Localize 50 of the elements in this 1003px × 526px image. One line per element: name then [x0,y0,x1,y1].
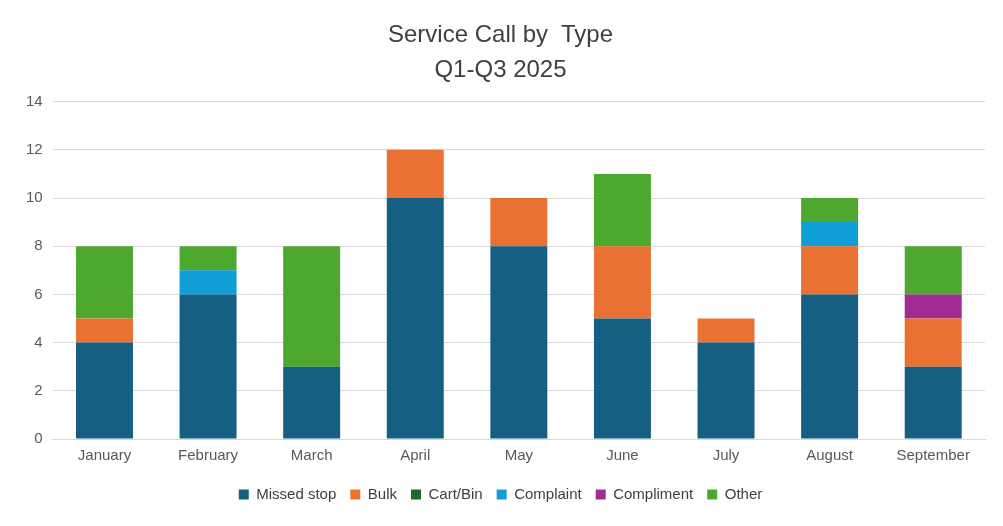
chart-subtitle: Q1-Q3 2025 [434,54,567,82]
bar [490,246,548,439]
x-tick-label: April [400,446,431,464]
bar [904,318,962,367]
y-tick-label: 4 [34,332,43,350]
bar [593,173,651,247]
legend-label: Other [724,484,763,502]
bar [697,342,755,439]
y-tick-label: 12 [26,139,43,157]
legend-label: Complaint [514,484,583,502]
x-tick-label: March [290,446,333,464]
legend-label: Missed stop [256,484,337,502]
x-tick-label: February [178,446,239,464]
bar [801,222,859,247]
legend-label: Compliment [613,484,695,502]
bar [283,366,341,439]
bar [801,246,859,295]
chart-title: Service Call by Type [388,20,613,48]
bar [593,318,651,439]
bar [593,246,651,319]
bar [801,198,859,223]
bar [904,246,962,295]
y-tick-label: 8 [34,236,43,254]
bar [179,294,237,439]
bar [490,198,548,247]
x-tick-label: July [712,446,740,464]
x-tick-label: January [77,446,132,464]
bar [75,342,133,439]
y-tick-label: 14 [26,91,43,109]
x-tick-label: June [606,446,639,464]
bar [179,246,237,271]
y-tick-label: 2 [34,380,43,398]
bar [283,246,341,367]
y-tick-label: 0 [34,429,43,447]
x-tick-label: August [806,446,854,464]
legend-label: Bulk [367,484,398,502]
bar [904,294,962,319]
bar [75,318,133,343]
bar [801,294,859,439]
bar [386,198,444,439]
x-tick-label: May [504,446,534,464]
x-tick-label: September [896,446,970,464]
bar [386,149,444,198]
bar [904,366,962,439]
y-tick-label: 10 [26,188,43,206]
bar [179,270,237,295]
bar [75,246,133,319]
legend-label: Cart/Bin [428,484,483,502]
bar [697,318,755,343]
y-tick-label: 6 [34,284,43,302]
